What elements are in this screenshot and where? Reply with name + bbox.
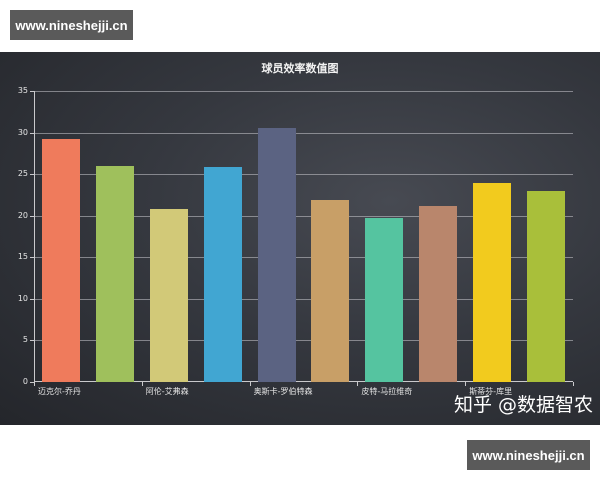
bar[interactable]	[473, 183, 512, 382]
plot-area: 0 5 10 15 20 25 30 35 迈克尔-乔丹 阿伦-艾弗森 奥斯卡-罗伯特森 皮特-马拉维…	[18, 87, 574, 396]
x-tick-label: 皮特-马拉维奇	[361, 387, 413, 396]
x-tick-mark	[465, 382, 467, 386]
watermark-bottom: www.nineshejji.cn	[467, 440, 590, 470]
y-axis	[34, 91, 35, 382]
bar[interactable]	[311, 199, 350, 382]
y-tick-label: 10	[17, 293, 28, 303]
y-tick-mark	[30, 340, 34, 342]
watermark-top: www.nineshejji.cn	[10, 10, 133, 40]
y-tick-mark	[30, 215, 34, 217]
x-tick-mark	[357, 382, 359, 386]
x-tick-mark	[141, 382, 143, 386]
chart-title: 球员效率数值图	[261, 62, 339, 75]
gridline	[34, 215, 573, 217]
bar[interactable]	[149, 209, 188, 382]
x-tick-label: 斯蒂芬-库里	[469, 387, 513, 396]
x-tick-label: 阿伦-艾弗森	[145, 387, 189, 396]
bar[interactable]	[203, 166, 242, 382]
y-tick-mark	[30, 382, 34, 383]
brand-overlay: 知乎 @数据智农	[454, 394, 594, 416]
x-tick-label: 迈克尔-乔丹	[38, 387, 81, 396]
x-tick-mark	[573, 382, 574, 386]
chart-panel: 球员效率数值图 0 5 10 15 20 25 30 35 迈克尔-乔丹 阿伦-艾弗森 奥斯卡-罗伯…	[0, 52, 600, 425]
x-tick-label: 奥斯卡-罗伯特森	[253, 387, 313, 396]
gridline	[34, 174, 573, 176]
y-tick-label: 5	[22, 335, 28, 345]
y-tick-mark	[30, 91, 34, 92]
gridline	[34, 340, 573, 342]
y-tick-label: 30	[17, 127, 28, 137]
x-tick-mark	[34, 382, 35, 386]
gridline	[34, 257, 573, 259]
x-axis	[34, 381, 573, 382]
x-tick-mark	[249, 382, 251, 386]
bar[interactable]	[257, 127, 296, 382]
y-tick-label: 15	[17, 252, 28, 262]
y-tick-mark	[30, 257, 34, 259]
y-tick-mark	[30, 132, 34, 134]
bar[interactable]	[95, 165, 134, 382]
bar[interactable]	[365, 218, 404, 382]
gridline	[34, 298, 573, 300]
y-tick-label: 0	[22, 377, 28, 386]
y-tick-mark	[30, 174, 34, 176]
bar[interactable]	[527, 190, 566, 382]
y-tick-label: 35	[17, 86, 28, 95]
bar[interactable]	[419, 205, 458, 382]
y-tick-label: 20	[17, 210, 28, 220]
gridline	[34, 91, 573, 92]
y-tick-label: 25	[17, 169, 28, 179]
gridline	[34, 132, 573, 134]
bar[interactable]	[41, 139, 80, 382]
y-tick-mark	[30, 298, 34, 300]
